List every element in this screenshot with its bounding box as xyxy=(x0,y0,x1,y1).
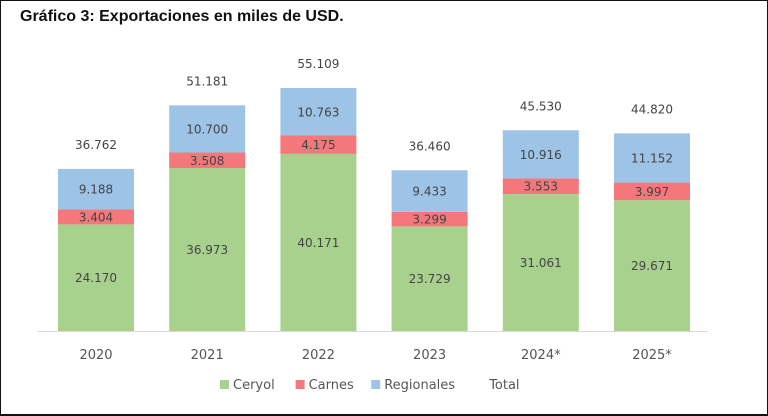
bar-segment-regionales xyxy=(280,88,357,136)
total-label: 36.762 xyxy=(75,138,117,152)
data-label: 11.152 xyxy=(631,151,673,165)
bar-segment-regionales xyxy=(391,170,468,212)
bar-segment-regionales xyxy=(614,133,690,183)
data-label: 3.299 xyxy=(412,213,446,227)
data-label: 23.729 xyxy=(409,272,451,286)
data-label: 3.553 xyxy=(524,180,558,194)
data-label: 10.916 xyxy=(520,148,562,162)
legend-swatch-carnes xyxy=(295,380,305,389)
bar-segment-ceryol xyxy=(280,153,357,331)
x-tick-label: 2024* xyxy=(521,348,561,363)
bar-segment-ceryol xyxy=(502,194,579,331)
data-label: 3.404 xyxy=(79,210,113,224)
legend-label-carnes: Carnes xyxy=(309,378,354,393)
x-tick-label: 2021 xyxy=(191,348,224,363)
bar-segment-ceryol xyxy=(391,226,468,331)
bar-segment-carnes xyxy=(614,182,690,201)
legend-label-ceryol: Ceryol xyxy=(233,378,275,393)
data-label: 24.170 xyxy=(75,271,117,285)
data-label: 36.973 xyxy=(186,243,228,257)
data-label: 9.433 xyxy=(412,185,446,199)
legend-label-regionales: Regionales xyxy=(384,378,455,393)
total-label: 55.109 xyxy=(297,57,339,71)
total-label: 36.460 xyxy=(409,139,451,153)
data-label: 3.508 xyxy=(190,154,224,168)
bar-segment-carnes xyxy=(502,178,579,195)
total-label: 44.820 xyxy=(631,102,673,116)
bar-segment-carnes xyxy=(169,152,246,168)
data-label: 40.171 xyxy=(297,236,339,250)
bar-segment-regionales xyxy=(169,105,246,153)
bar-segment-carnes xyxy=(280,135,357,154)
x-tick-label: 2020 xyxy=(79,348,112,363)
legend-swatch-ceryol xyxy=(220,380,229,389)
total-label: 45.530 xyxy=(520,99,562,113)
bar-segment-ceryol xyxy=(614,200,690,331)
data-label: 29.671 xyxy=(631,259,673,273)
x-tick-label: 2025* xyxy=(632,348,672,363)
x-tick-label: 2023 xyxy=(413,348,446,363)
data-label: 3.997 xyxy=(635,185,669,199)
chart-title: Gráfico 3: Exportaciones en miles de USD… xyxy=(20,8,344,25)
bar-segment-ceryol xyxy=(58,224,134,331)
data-label: 31.061 xyxy=(520,256,562,270)
data-label: 9.188 xyxy=(79,183,113,197)
data-label: 10.700 xyxy=(186,122,228,136)
legend-label-total: Total xyxy=(488,378,519,393)
bar-segment-carnes xyxy=(58,209,134,225)
bar-segment-regionales xyxy=(58,168,134,210)
total-label: 51.181 xyxy=(186,74,228,88)
bar-segment-ceryol xyxy=(169,167,246,331)
bar-segment-carnes xyxy=(391,211,468,227)
x-tick-label: 2022 xyxy=(302,348,335,363)
bar-segment-regionales xyxy=(502,130,579,179)
legend-swatch-regionales xyxy=(371,380,381,389)
data-label: 4.175 xyxy=(301,138,335,152)
data-label: 10.763 xyxy=(297,105,339,119)
